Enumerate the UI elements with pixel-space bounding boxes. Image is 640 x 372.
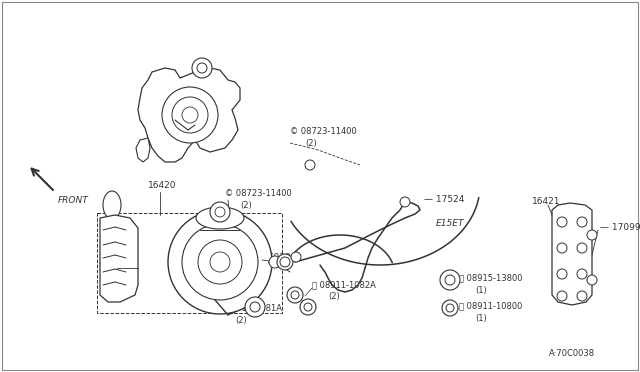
Text: (2): (2) bbox=[235, 315, 247, 324]
Polygon shape bbox=[552, 203, 592, 305]
Circle shape bbox=[442, 300, 458, 316]
Text: © 08723-11400: © 08723-11400 bbox=[225, 189, 292, 198]
Text: Ⓟ 08915-1381A: Ⓟ 08915-1381A bbox=[218, 304, 282, 312]
Text: — 17524: — 17524 bbox=[424, 196, 465, 205]
Circle shape bbox=[587, 230, 597, 240]
Text: (1): (1) bbox=[475, 285, 487, 295]
Circle shape bbox=[557, 291, 567, 301]
Text: A·70C0038: A·70C0038 bbox=[549, 349, 595, 358]
Circle shape bbox=[245, 297, 265, 317]
Text: — 17099: — 17099 bbox=[600, 224, 640, 232]
Circle shape bbox=[557, 243, 567, 253]
Ellipse shape bbox=[103, 191, 121, 219]
Circle shape bbox=[277, 254, 293, 270]
Text: (2): (2) bbox=[328, 292, 340, 301]
Circle shape bbox=[280, 257, 290, 267]
Text: ⓝ 08911-1082A: ⓝ 08911-1082A bbox=[312, 280, 376, 289]
Circle shape bbox=[557, 217, 567, 227]
Circle shape bbox=[215, 207, 225, 217]
Circle shape bbox=[445, 275, 455, 285]
Circle shape bbox=[446, 304, 454, 312]
Circle shape bbox=[182, 107, 198, 123]
Circle shape bbox=[400, 197, 410, 207]
Circle shape bbox=[577, 217, 587, 227]
Circle shape bbox=[577, 243, 587, 253]
Circle shape bbox=[587, 275, 597, 285]
Ellipse shape bbox=[196, 207, 244, 229]
Text: (1): (1) bbox=[475, 314, 487, 323]
Circle shape bbox=[210, 202, 230, 222]
Circle shape bbox=[172, 97, 208, 133]
Text: 16421: 16421 bbox=[532, 198, 561, 206]
Text: Ⓟ 08915-13800: Ⓟ 08915-13800 bbox=[459, 273, 522, 282]
Circle shape bbox=[304, 303, 312, 311]
Circle shape bbox=[577, 269, 587, 279]
Text: (2): (2) bbox=[240, 201, 252, 210]
Polygon shape bbox=[138, 68, 240, 162]
Circle shape bbox=[210, 252, 230, 272]
Circle shape bbox=[162, 87, 218, 143]
Circle shape bbox=[577, 291, 587, 301]
Text: (2): (2) bbox=[305, 139, 317, 148]
Text: 17010: 17010 bbox=[98, 263, 127, 273]
Circle shape bbox=[197, 63, 207, 73]
Circle shape bbox=[287, 287, 303, 303]
Text: ⓝ 08911-10800: ⓝ 08911-10800 bbox=[459, 301, 522, 311]
Circle shape bbox=[250, 302, 260, 312]
Circle shape bbox=[291, 252, 301, 262]
Circle shape bbox=[305, 160, 315, 170]
Circle shape bbox=[291, 291, 299, 299]
Text: © 08723-11400: © 08723-11400 bbox=[290, 127, 356, 136]
Circle shape bbox=[198, 240, 242, 284]
Circle shape bbox=[192, 58, 212, 78]
Circle shape bbox=[269, 256, 281, 268]
Polygon shape bbox=[136, 138, 150, 162]
Text: FRONT: FRONT bbox=[58, 196, 89, 205]
Text: E15ET: E15ET bbox=[436, 219, 465, 228]
Bar bbox=[97, 213, 282, 313]
Text: 16420: 16420 bbox=[148, 181, 177, 190]
Circle shape bbox=[300, 299, 316, 315]
Circle shape bbox=[440, 270, 460, 290]
Circle shape bbox=[557, 269, 567, 279]
Polygon shape bbox=[100, 215, 138, 302]
Text: 17010C: 17010C bbox=[263, 253, 298, 263]
Circle shape bbox=[168, 210, 272, 314]
Circle shape bbox=[182, 224, 258, 300]
